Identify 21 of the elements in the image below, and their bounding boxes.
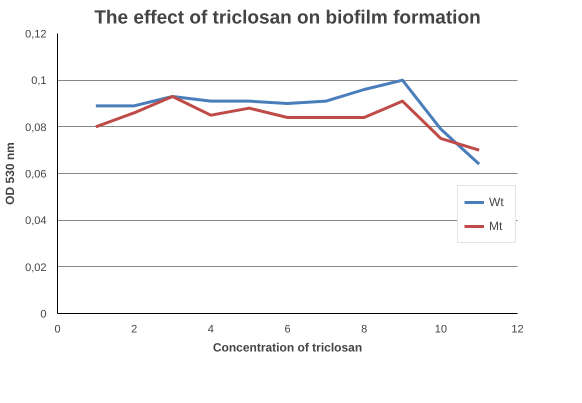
y-tick-label: 0 (40, 308, 47, 320)
x-tick-label: 10 (434, 324, 447, 336)
x-tick-label: 0 (54, 324, 61, 336)
line-series (94, 78, 481, 166)
x-tick-label: 2 (131, 324, 138, 336)
x-tick-label: 4 (208, 324, 214, 336)
y-tick-label: 0,1 (31, 75, 47, 88)
legend-label: Wt (489, 195, 505, 209)
x-axis-title: Concentration of triclosan (212, 340, 362, 354)
y-tick-label: 0,02 (25, 262, 47, 274)
x-tick-label: 6 (284, 324, 291, 336)
chart-title: The effect of triclosan on biofilm formation (94, 8, 481, 28)
x-tick-label: 8 (361, 324, 368, 336)
legend-label: Mt (489, 219, 504, 233)
y-tick-label: 0,08 (25, 122, 47, 134)
y-axis-title: OD 530 nm (3, 142, 18, 205)
y-tick-label: 0,12 (25, 28, 47, 40)
line-series (94, 95, 481, 152)
y-tick-label: 0,06 (25, 168, 47, 180)
y-tick-label: 0,04 (25, 215, 47, 228)
x-tick-label: 12 (511, 324, 524, 336)
